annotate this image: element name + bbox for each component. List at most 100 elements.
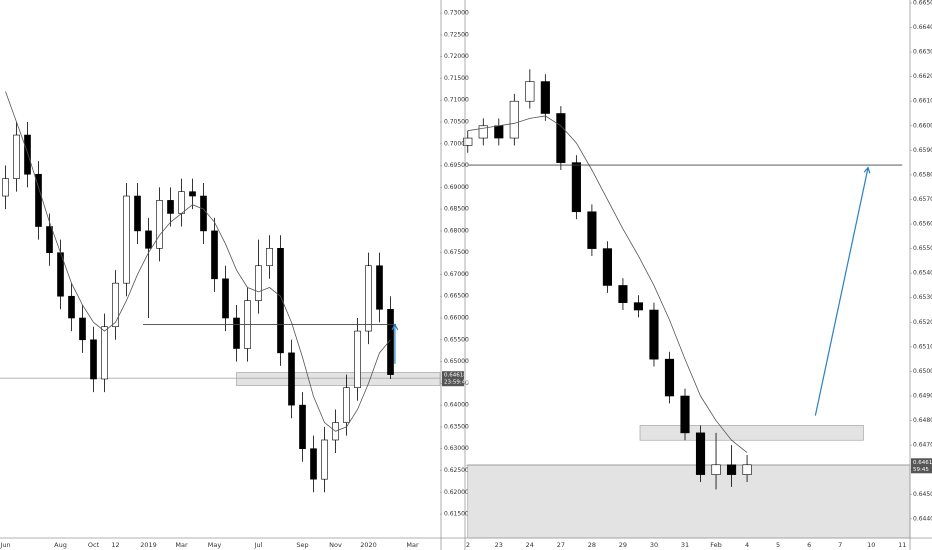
- y-tick-label: 0.65500: [444, 336, 469, 343]
- candle-body: [145, 230, 152, 249]
- x-tick-label: 27: [557, 541, 565, 549]
- y-tick-label: 0.69000: [444, 184, 469, 191]
- candle-body: [478, 125, 488, 139]
- moving-average: [467, 115, 748, 453]
- candle-body: [649, 309, 659, 360]
- arrow-head: [391, 323, 399, 331]
- y-tick-label: 0.65700: [913, 196, 932, 203]
- y-tick-label: 0.65600: [913, 221, 932, 228]
- x-tick-label: 7: [838, 541, 842, 549]
- y-tick-label: 0.65300: [913, 294, 932, 301]
- candle-body: [134, 195, 141, 232]
- y-tick-label: 0.64900: [913, 393, 932, 400]
- x-tick-label: Oct: [88, 541, 100, 549]
- candle-body: [200, 195, 207, 232]
- x-tick-label: 11: [898, 541, 906, 549]
- x-tick-label: 24: [526, 541, 534, 549]
- y-tick-label: 0.72000: [444, 53, 469, 60]
- candle-body: [509, 100, 519, 139]
- arrow-head: [863, 166, 871, 174]
- candle-body: [494, 125, 504, 139]
- zone: [236, 372, 441, 386]
- zone: [467, 464, 911, 539]
- x-tick-label: May: [208, 541, 222, 549]
- candle-body: [618, 285, 628, 303]
- candle-body: [288, 352, 295, 406]
- price-countdown: 23:59:45: [444, 380, 469, 386]
- y-tick-label: 0.66400: [913, 24, 932, 31]
- candle-body: [79, 317, 86, 341]
- y-tick-label: 0.70500: [444, 118, 469, 125]
- y-tick-label: 0.64700: [913, 442, 932, 449]
- y-tick-label: 0.62000: [444, 489, 469, 496]
- candle-body: [101, 326, 108, 380]
- y-tick-label: 0.64800: [913, 417, 932, 424]
- x-tick-label: 31: [681, 541, 689, 549]
- x-tick-label: 23: [495, 541, 503, 549]
- candle-body: [156, 200, 163, 249]
- price-label: 0.64618: [444, 373, 467, 379]
- candle-body: [742, 464, 752, 475]
- y-tick-label: 0.65400: [913, 270, 932, 277]
- x-tick-label: Jul: [254, 541, 263, 549]
- candle-body: [540, 81, 550, 114]
- x-tick-label: 6: [807, 541, 811, 549]
- candle-body: [189, 191, 196, 197]
- y-tick-label: 0.65500: [913, 245, 932, 252]
- candle-body: [211, 230, 218, 280]
- y-tick-label: 0.66200: [913, 73, 932, 80]
- y-tick-label: 0.70000: [444, 140, 469, 147]
- x-tick-label: Feb: [710, 541, 722, 549]
- candle-body: [123, 195, 130, 284]
- y-tick-label: 0.65200: [913, 319, 932, 326]
- y-tick-label: 0.64500: [913, 491, 932, 498]
- y-tick-label: 0.64400: [913, 515, 932, 522]
- y-tick-label: 0.71500: [444, 75, 469, 82]
- candle-body: [321, 439, 328, 480]
- candle-body: [68, 295, 75, 319]
- candle-body: [556, 113, 566, 163]
- candle-body: [310, 448, 317, 480]
- y-tick-label: 0.62500: [444, 467, 469, 474]
- candle-body: [726, 464, 737, 475]
- candle-body: [633, 302, 644, 311]
- y-tick-label: 0.69500: [444, 162, 469, 169]
- x-tick-label: Aug: [54, 541, 67, 549]
- candle-body: [233, 317, 240, 349]
- candle-body: [2, 178, 9, 197]
- x-tick-label: 2: [466, 541, 470, 549]
- x-tick-label: Jun: [0, 541, 11, 549]
- candle-body: [664, 358, 675, 397]
- y-tick-label: 0.68000: [444, 227, 469, 234]
- candle-body: [266, 248, 273, 267]
- candle-body: [365, 265, 372, 332]
- y-tick-label: 0.63000: [444, 445, 469, 452]
- y-tick-label: 0.71000: [444, 97, 469, 104]
- candle-body: [255, 265, 262, 301]
- x-tick-label: Mar: [406, 541, 419, 549]
- x-tick-label: 10: [867, 541, 875, 549]
- candle-body: [35, 173, 42, 227]
- x-tick-label: 28: [588, 541, 596, 549]
- candle-body: [46, 226, 53, 253]
- candle-body: [376, 265, 383, 310]
- y-tick-label: 0.61500: [444, 511, 469, 518]
- candle-body: [90, 339, 97, 380]
- x-tick-label: 4: [745, 541, 749, 549]
- candle-body: [354, 330, 361, 389]
- moving-average: [5, 91, 391, 432]
- y-tick-label: 0.67500: [444, 249, 469, 256]
- y-tick-label: 0.65900: [913, 147, 932, 154]
- x-tick-label: 2019: [140, 541, 157, 549]
- candle-body: [13, 134, 20, 179]
- candle-body: [24, 134, 31, 175]
- candle-body: [463, 137, 473, 146]
- candle-body: [343, 387, 350, 423]
- candle-body: [571, 162, 581, 213]
- price-label: 0.64618: [913, 460, 932, 466]
- price-label-box: [911, 458, 932, 474]
- x-tick-label: 29: [619, 541, 627, 549]
- y-tick-label: 0.66300: [913, 49, 932, 56]
- candle-body: [680, 395, 690, 434]
